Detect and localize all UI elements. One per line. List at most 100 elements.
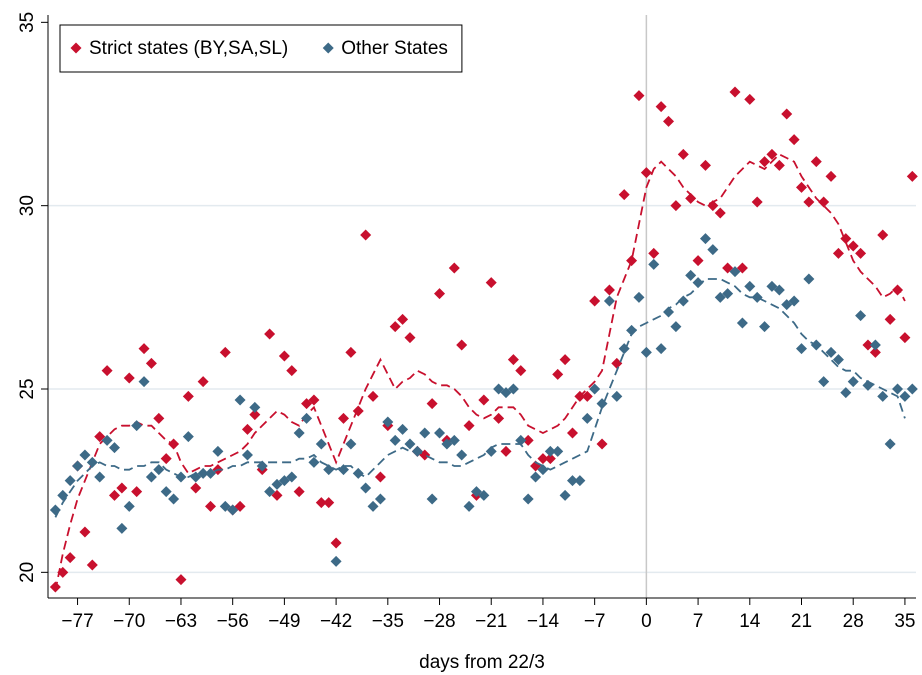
- point: [315, 497, 327, 509]
- point: [345, 438, 357, 450]
- point: [640, 167, 652, 179]
- point: [729, 86, 741, 98]
- point: [168, 493, 180, 505]
- point: [552, 445, 564, 457]
- point: [884, 313, 896, 325]
- point: [108, 489, 120, 501]
- point: [94, 471, 106, 483]
- point: [264, 328, 276, 340]
- point: [618, 189, 630, 201]
- point: [685, 192, 697, 204]
- point: [699, 233, 711, 245]
- point: [744, 280, 756, 292]
- point: [825, 170, 837, 182]
- point: [507, 354, 519, 366]
- point: [515, 434, 527, 446]
- point: [603, 284, 615, 296]
- point: [766, 148, 778, 160]
- point: [389, 434, 401, 446]
- point: [278, 475, 290, 487]
- point: [566, 475, 578, 487]
- point: [751, 196, 763, 208]
- point: [256, 460, 268, 472]
- point: [788, 134, 800, 146]
- point: [463, 420, 475, 432]
- legend: [59, 24, 463, 73]
- point: [685, 269, 697, 281]
- point: [855, 247, 867, 259]
- point: [884, 438, 896, 450]
- point: [692, 255, 704, 267]
- point: [404, 332, 416, 344]
- point: [611, 357, 623, 369]
- point: [611, 390, 623, 402]
- point: [640, 346, 652, 358]
- point: [485, 277, 497, 289]
- point: [906, 170, 918, 182]
- point: [308, 456, 320, 468]
- point: [108, 442, 120, 454]
- x-tick-label: −56: [217, 611, 249, 632]
- trend-line: [54, 153, 906, 591]
- point: [249, 409, 261, 421]
- point: [559, 354, 571, 366]
- point: [485, 445, 497, 457]
- point: [574, 475, 586, 487]
- point: [906, 383, 918, 395]
- x-tick-label: −35: [372, 611, 404, 632]
- point: [382, 416, 394, 428]
- point: [145, 357, 157, 369]
- point: [818, 376, 830, 388]
- point: [397, 313, 409, 325]
- point: [832, 247, 844, 259]
- point: [825, 346, 837, 358]
- point: [493, 383, 505, 395]
- point: [892, 383, 904, 395]
- point: [522, 493, 534, 505]
- point: [714, 291, 726, 303]
- point: [64, 475, 76, 487]
- point: [86, 456, 98, 468]
- point: [160, 453, 172, 465]
- point: [663, 306, 675, 318]
- point: [522, 434, 534, 446]
- point: [840, 387, 852, 399]
- point: [869, 339, 881, 351]
- point: [330, 555, 342, 567]
- point: [699, 159, 711, 171]
- legend-marker: [322, 42, 334, 54]
- point: [470, 486, 482, 498]
- point: [877, 229, 889, 241]
- point: [153, 412, 165, 424]
- point: [182, 431, 194, 443]
- point: [360, 229, 372, 241]
- point: [278, 350, 290, 362]
- point: [123, 372, 135, 384]
- point: [123, 500, 135, 512]
- point: [589, 295, 601, 307]
- x-axis-title: days from 22/3: [419, 652, 545, 673]
- point: [86, 559, 98, 571]
- point: [677, 148, 689, 160]
- point: [241, 449, 253, 461]
- point: [766, 280, 778, 292]
- x-tick-label: −49: [268, 611, 300, 632]
- point: [337, 464, 349, 476]
- point: [759, 156, 771, 168]
- point: [234, 394, 246, 406]
- point: [131, 420, 143, 432]
- point: [131, 486, 143, 498]
- point: [899, 332, 911, 344]
- point: [626, 255, 638, 267]
- point: [286, 471, 298, 483]
- point: [500, 445, 512, 457]
- x-tick-label: −14: [527, 611, 560, 632]
- x-tick-label: −70: [113, 611, 145, 632]
- point: [315, 438, 327, 450]
- point: [589, 383, 601, 395]
- point: [219, 500, 231, 512]
- point: [530, 471, 542, 483]
- point: [389, 321, 401, 333]
- point: [153, 464, 165, 476]
- point: [862, 339, 874, 351]
